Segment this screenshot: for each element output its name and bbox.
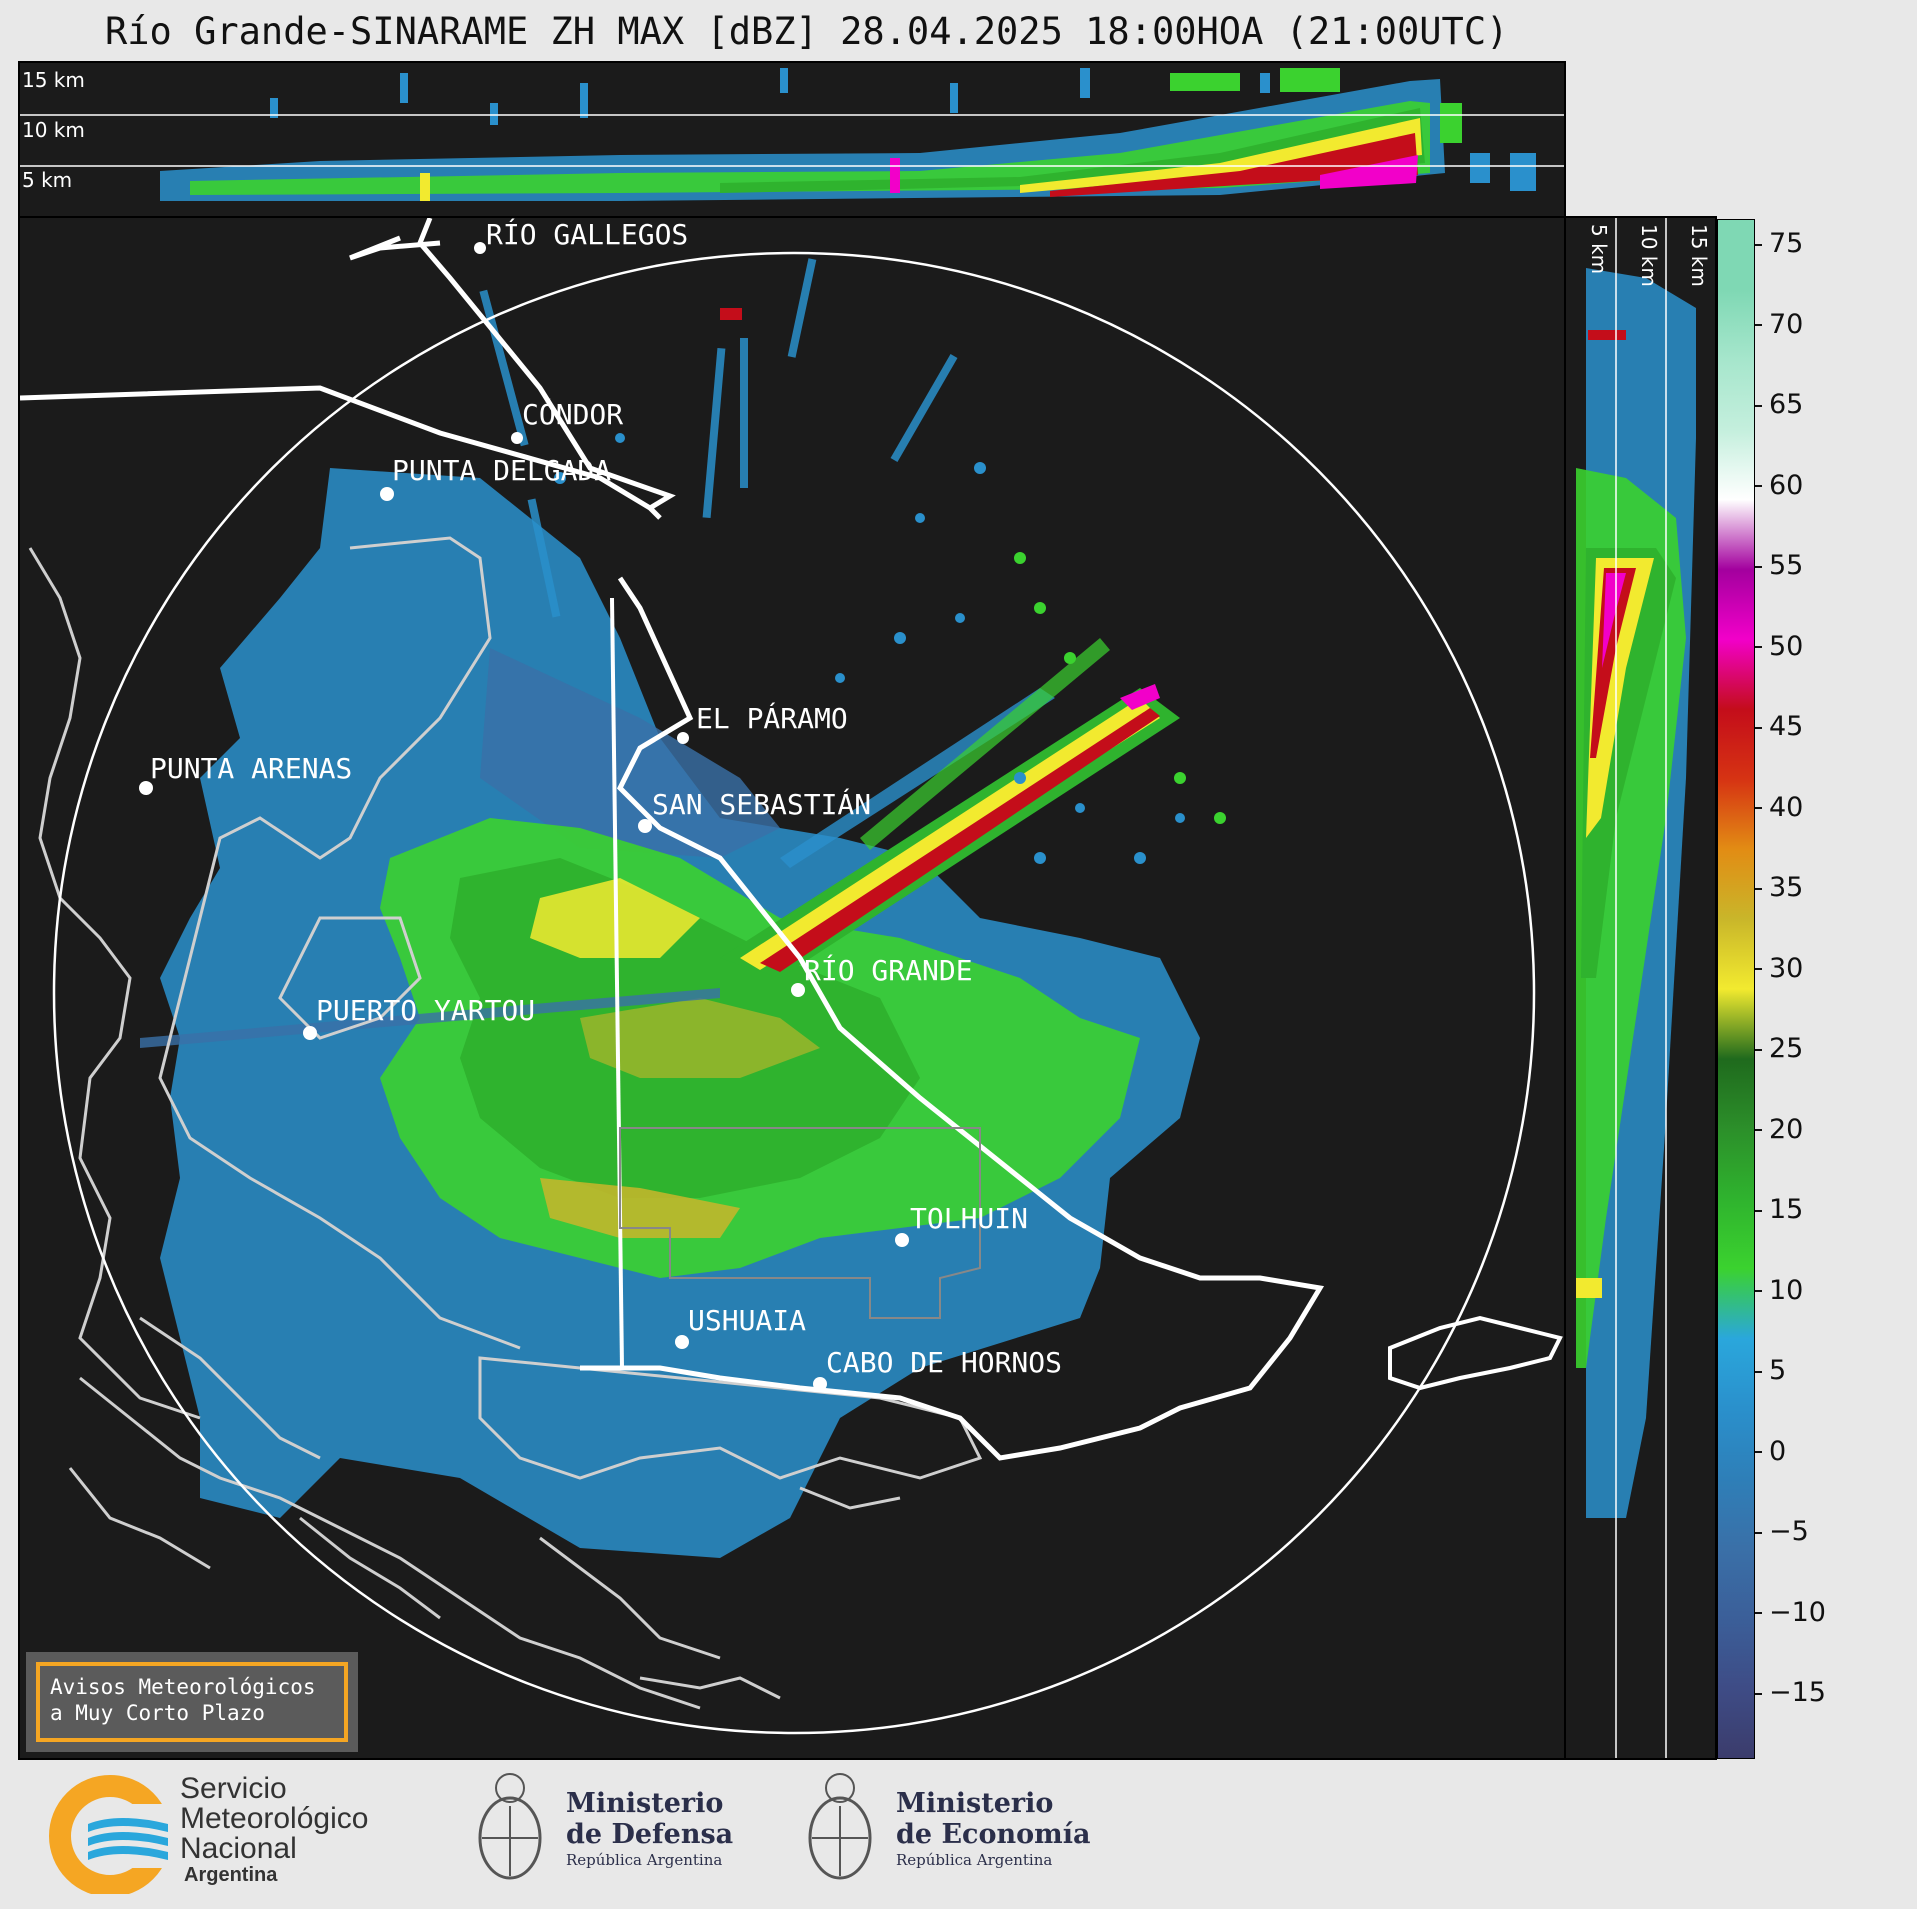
top-profile-svg: 15 km 10 km 5 km [20, 68, 1564, 201]
colorbar-tick-label: −10 [1755, 1597, 1826, 1628]
colorbar-tick-label: 15 [1754, 1194, 1803, 1225]
right-height-profile-panel: 5 km 10 km 15 km [1564, 216, 1717, 1760]
warning-line-1: Avisos Meteorológicos [50, 1675, 316, 1699]
city-marker-tolhuin [895, 1233, 909, 1247]
colorbar-tick-label: 65 [1754, 389, 1803, 420]
economia-logo-text: Ministerio de Economía República Argenti… [896, 1788, 1090, 1870]
smn-line-2: Meteorológico [180, 1802, 369, 1835]
colorbar-tick-label: 75 [1754, 228, 1803, 259]
city-label-tolhuin: TOLHUIN [910, 1202, 1028, 1235]
smn-line-3: Nacional [180, 1832, 297, 1865]
city-marker-puerto-yartou [303, 1026, 317, 1040]
reflectivity-field [140, 258, 1226, 1558]
colorbar-tick-label: 50 [1754, 631, 1803, 662]
right-profile-svg: 5 km 10 km 15 km [1576, 218, 1711, 1758]
inset-boundary [619, 1127, 981, 1319]
colorbar-tick-label: 35 [1754, 872, 1803, 903]
city-markers: RÍO GALLEGOS CÓNDOR PUNTA DELGADA EL PÁR… [139, 218, 1062, 1391]
colorbar-tick-label: 70 [1754, 309, 1803, 340]
warning-line-2: a Muy Corto Plazo [50, 1701, 265, 1725]
colorbar-tick-label: 5 [1754, 1355, 1786, 1386]
city-label-punta-delgada: PUNTA DELGADA [392, 454, 611, 487]
smn-logo-icon [49, 1775, 180, 1894]
range-ring [52, 251, 1536, 1735]
argentina-chile-border [610, 597, 624, 1369]
defensa-logo-text: Ministerio de Defensa República Argentin… [566, 1788, 733, 1870]
top-height-profile-panel: 15 km 10 km 5 km [18, 61, 1566, 218]
malvinas-coast [1388, 1315, 1563, 1391]
city-label-rio-gallegos: RÍO GALLEGOS [486, 218, 688, 251]
colorbar-tick-label: 0 [1754, 1436, 1786, 1467]
city-marker-punta-arenas [139, 781, 153, 795]
economia-line-2: de Economía [896, 1819, 1091, 1850]
warning-box-frame: Avisos Meteorológicos a Muy Corto Plazo [36, 1662, 348, 1742]
reflectivity-colorbar [1717, 219, 1755, 1759]
smn-line-1: Servicio [180, 1772, 287, 1805]
defensa-line-1: Ministerio [566, 1788, 724, 1819]
height-label-15km: 15 km [1687, 224, 1711, 287]
city-label-condor: CÓNDOR [522, 397, 623, 431]
height-label-5km: 5 km [1587, 224, 1611, 274]
height-label-10km: 10 km [1637, 224, 1661, 287]
height-label-10km: 10 km [22, 118, 85, 142]
economia-coat-of-arms-icon [808, 1773, 872, 1880]
colorbar-tick-label: 60 [1754, 470, 1803, 501]
smn-logo-text: Servicio Meteorológico Nacional Argentin… [180, 1772, 369, 1887]
coastlines [28, 536, 983, 1710]
borders [20, 218, 1325, 1461]
colorbar-tick-label: −15 [1755, 1677, 1826, 1708]
warning-box[interactable]: Avisos Meteorológicos a Muy Corto Plazo [26, 1652, 358, 1752]
city-marker-punta-delgada [380, 487, 394, 501]
colorbar-tick-label: 20 [1754, 1114, 1803, 1145]
colorbar-tick-label: −5 [1755, 1516, 1809, 1547]
defensa-coat-of-arms-icon [478, 1773, 542, 1880]
city-marker-ushuaia [675, 1335, 689, 1349]
smn-line-4: Argentina [184, 1864, 278, 1886]
city-marker-el-paramo [677, 732, 689, 744]
economia-line-3: República Argentina [896, 1851, 1053, 1869]
height-label-5km: 5 km [22, 168, 72, 192]
defensa-line-2: de Defensa [566, 1819, 734, 1850]
city-label-ushuaia: USHUAIA [688, 1304, 806, 1337]
colorbar-tick-label: 10 [1754, 1275, 1803, 1306]
radar-map-svg: RÍO GALLEGOS CÓNDOR PUNTA DELGADA EL PÁR… [20, 218, 1563, 1735]
colorbar-tick-label: 45 [1754, 711, 1803, 742]
city-label-el-paramo: EL PÁRAMO [696, 701, 848, 735]
colorbar-tick-label: 30 [1754, 953, 1803, 984]
radar-ppi-map: RÍO GALLEGOS CÓNDOR PUNTA DELGADA EL PÁR… [18, 216, 1566, 1760]
city-label-cabo-de-hornos: CABO DE HORNOS [826, 1346, 1062, 1379]
city-marker-san-sebastian [638, 819, 652, 833]
city-marker-rio-grande [791, 983, 805, 997]
defensa-line-3: República Argentina [566, 1851, 723, 1869]
city-marker-rio-gallegos [474, 242, 486, 254]
city-label-san-sebastian: SAN SEBASTIÁN [652, 787, 871, 821]
colorbar-tick-label: 25 [1754, 1033, 1803, 1064]
chart-title: Río Grande-SINARAME ZH MAX [dBZ] 28.04.2… [105, 10, 1509, 53]
footer-logos: Servicio Meteorológico Nacional Argentin… [0, 1760, 1917, 1909]
city-label-puerto-yartou: PUERTO YARTOU [316, 994, 535, 1027]
colorbar-tick-label: 55 [1754, 550, 1803, 581]
city-marker-condor [511, 432, 523, 444]
city-label-punta-arenas: PUNTA ARENAS [150, 752, 352, 785]
colorbar-tick-label: 40 [1754, 792, 1803, 823]
city-marker-cabo-de-hornos [813, 1377, 827, 1391]
height-label-15km: 15 km [22, 68, 85, 92]
economia-line-1: Ministerio [896, 1788, 1054, 1819]
city-label-rio-grande: RÍO GRANDE [804, 953, 973, 987]
